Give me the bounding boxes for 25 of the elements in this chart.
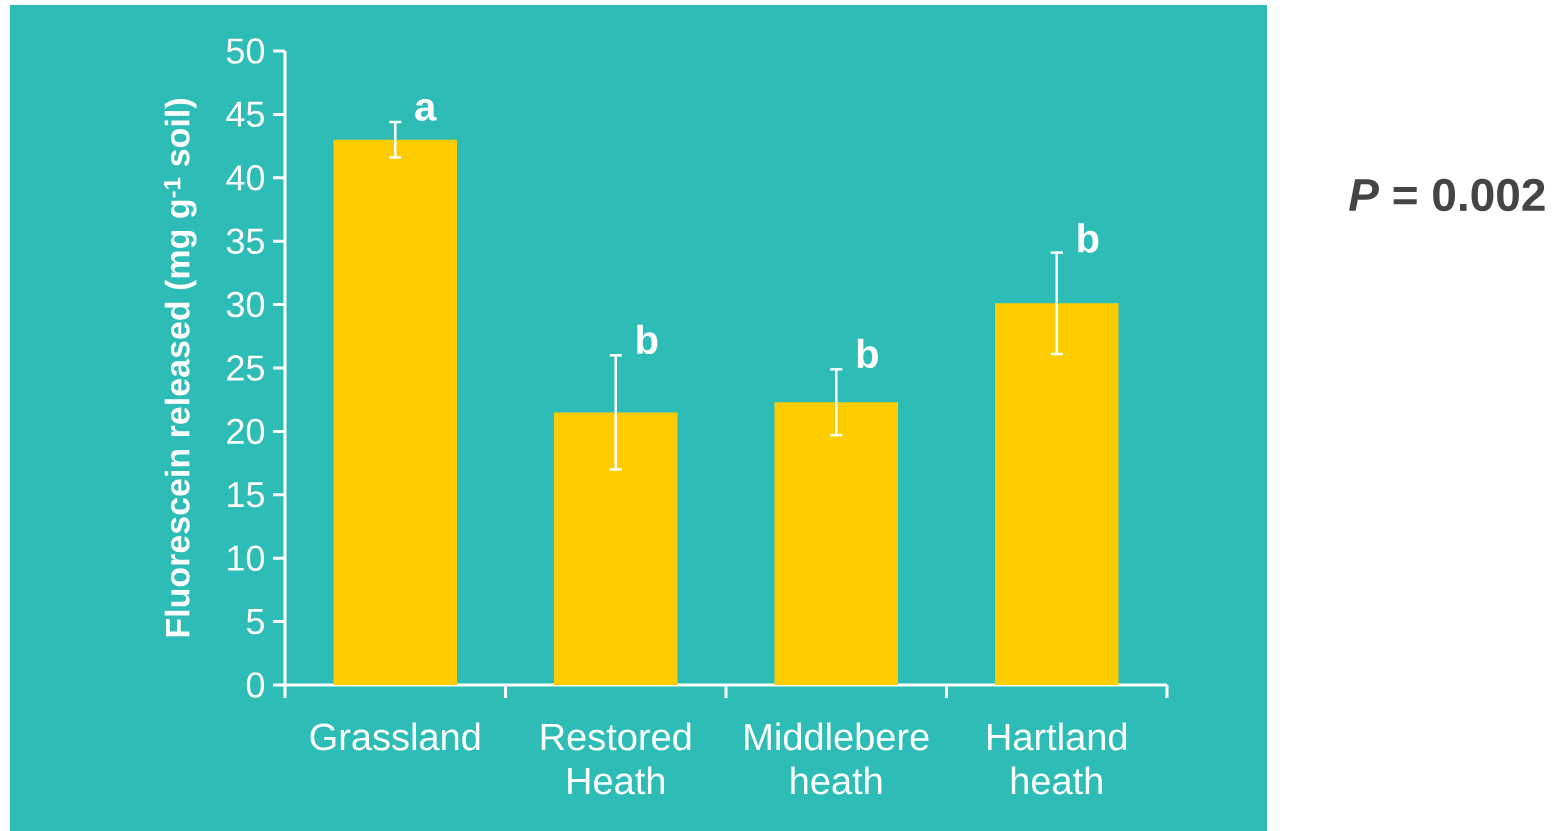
y-tick-label: 40 <box>226 165 265 191</box>
y-tick-label: 5 <box>246 609 264 635</box>
bar <box>554 412 678 685</box>
annotation: b <box>637 324 658 355</box>
y-axis-title: Fluorescein released (mg g$^{-1}$ soil) <box>163 99 197 637</box>
annotation: b <box>857 338 878 369</box>
y-tick-label: 10 <box>228 545 265 571</box>
text: P = 0.002 <box>1349 178 1545 212</box>
y-tick-label: 25 <box>227 355 264 381</box>
bar <box>995 303 1119 685</box>
bar <box>333 139 457 685</box>
y-tick-label: 20 <box>227 418 265 445</box>
y-tick-label: 45 <box>226 101 264 127</box>
bar <box>774 402 898 685</box>
x-tick-label: Middlebere heath <box>745 722 929 795</box>
x-tick-label: Restored Heath <box>541 722 691 795</box>
x-tick-label: Grassland <box>310 722 480 751</box>
x-tick-label: Hartland heath <box>988 722 1127 795</box>
y-tick-label: 30 <box>226 291 265 318</box>
y-tick-label: 50 <box>226 38 265 64</box>
y-tick-label: 35 <box>226 228 264 254</box>
y-tick-label: 15 <box>228 482 264 508</box>
annotation: a <box>415 98 437 121</box>
annotation: b <box>1078 223 1099 253</box>
y-tick-label: 0 <box>246 672 265 698</box>
